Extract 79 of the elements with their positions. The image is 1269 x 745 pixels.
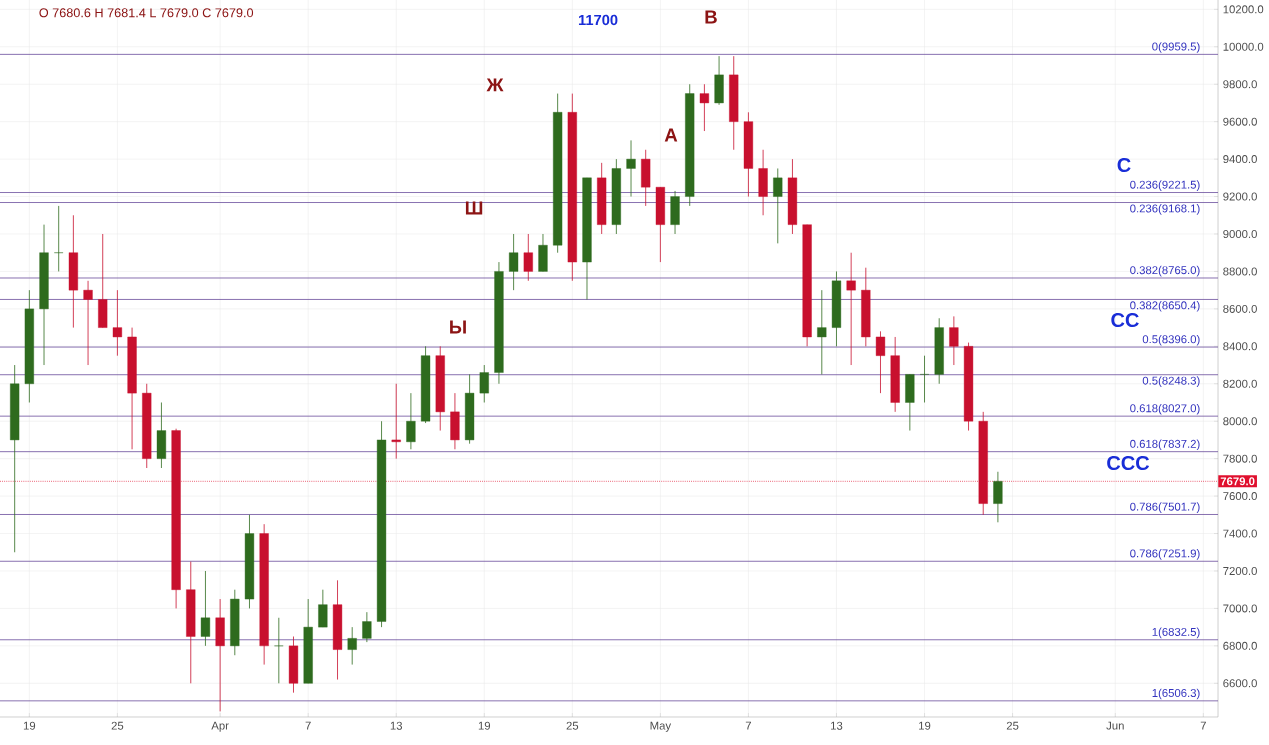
ref-line-label: 0.618(7837.2) [1130, 439, 1200, 451]
candlestick [993, 471, 1003, 523]
candlestick [919, 355, 930, 403]
candlestick [391, 383, 401, 460]
x-tick-label: May [650, 721, 672, 732]
annotation: Ш [465, 201, 483, 215]
ref-line-label: 0.5(8396.0) [1142, 334, 1200, 346]
y-tick-label: 6600.0 [1223, 679, 1257, 688]
candlestick [626, 139, 636, 197]
y-tick-label: 10200.0 [1223, 5, 1264, 14]
candlestick [200, 570, 211, 647]
x-tick-label: 13 [390, 721, 403, 730]
candlestick [318, 589, 328, 628]
candlestick [949, 315, 959, 366]
y-tick-label: 9600.0 [1223, 117, 1257, 126]
annotation: 11700 [578, 14, 618, 26]
y-tick-label: 9200.0 [1223, 192, 1257, 201]
y-tick-label: 7400.0 [1223, 529, 1257, 538]
candlestick [817, 289, 827, 375]
y-tick-label: 9400.0 [1223, 155, 1257, 164]
annotation: O 7680.6 H 7681.4 L 7679.0 C 7679.0 [39, 8, 254, 18]
x-tick-label: 25 [566, 721, 579, 730]
annotation: ССС [1107, 455, 1150, 471]
x-tick-label: Jun [1106, 721, 1124, 730]
x-tick-label: 7 [305, 721, 311, 730]
candlestick [274, 617, 284, 684]
candlestick [875, 330, 886, 394]
ref-line-label: 0.236(9221.5) [1130, 180, 1200, 191]
candlestick [479, 364, 489, 403]
candlestick [773, 168, 783, 244]
annotation: А [664, 128, 678, 142]
candlestick [347, 626, 357, 665]
candlestick [523, 233, 533, 282]
y-tick-label: 9000.0 [1223, 229, 1257, 238]
x-tick-label: 25 [111, 721, 124, 730]
x-tick-label: 25 [1006, 721, 1019, 730]
ref-line-label: 0.618(8027.0) [1130, 403, 1200, 415]
y-tick-label: 8000.0 [1223, 417, 1257, 426]
ref-line-label: 0.786(7251.9) [1130, 549, 1200, 560]
y-tick-label: 9800.0 [1223, 80, 1257, 89]
ref-line-label: 0.786(7501.7) [1130, 502, 1200, 513]
y-tick-label: 7200.0 [1223, 566, 1257, 575]
y-tick-label: 8800.0 [1223, 267, 1257, 276]
annotation: Ы [450, 320, 466, 334]
y-tick-label: 8600.0 [1223, 304, 1257, 313]
x-tick-label: 19 [919, 721, 931, 730]
annotation: В [705, 10, 717, 24]
y-tick-label: 8400.0 [1223, 342, 1257, 351]
x-tick-label: 7 [745, 721, 751, 730]
candlestick [509, 233, 519, 291]
annotation: Ж [486, 78, 504, 92]
candlestick [846, 252, 856, 366]
y-tick-label: 8200.0 [1223, 379, 1257, 388]
ref-line-label: 1(6506.3) [1152, 688, 1200, 700]
x-tick-label: 19 [478, 721, 491, 730]
y-tick-label: 7600.0 [1223, 492, 1257, 501]
x-tick-label: Apr [211, 721, 229, 732]
candlestick [699, 83, 709, 132]
ref-line-label: 0.382(8650.4) [1130, 301, 1200, 312]
candlestick [83, 280, 93, 366]
candlestick [54, 205, 64, 272]
ref-line-label: 0.5(8248.3) [1142, 376, 1200, 387]
ref-line-label: 1(6832.5) [1152, 627, 1200, 639]
annotation: СС [1111, 312, 1139, 328]
y-tick-label: 7000.0 [1223, 604, 1257, 613]
candlestick [112, 289, 122, 357]
y-tick-label: 7800.0 [1223, 454, 1257, 463]
ref-line-label: 0(9959.5) [1152, 42, 1200, 53]
annotation: С [1117, 157, 1131, 173]
ref-line-label: 0.236(9168.1) [1130, 204, 1200, 215]
ref-line-label: 7679.0 [1220, 477, 1255, 486]
y-tick-label: 10000.0 [1223, 42, 1264, 51]
ref-line-label: 0.382(8765.0) [1130, 265, 1200, 277]
x-tick-label: 13 [831, 721, 843, 730]
candlestick [362, 611, 372, 643]
y-tick-label: 6800.0 [1223, 641, 1257, 650]
x-tick-label: 7 [1200, 721, 1206, 730]
candlestick [406, 392, 416, 450]
x-tick-label: 19 [23, 721, 36, 730]
